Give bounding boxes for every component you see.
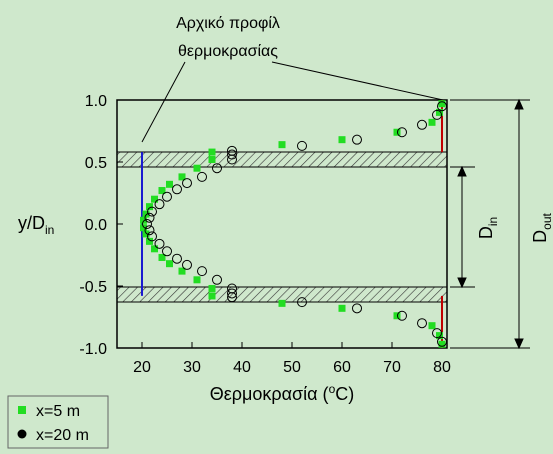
point xyxy=(178,267,186,275)
point xyxy=(417,318,427,329)
point xyxy=(227,154,237,165)
point xyxy=(151,195,158,203)
point xyxy=(227,288,237,299)
point xyxy=(182,259,192,270)
dimension-arrows xyxy=(450,98,530,350)
pipe-wall xyxy=(116,286,448,303)
point xyxy=(166,260,173,268)
point xyxy=(197,171,207,182)
point xyxy=(166,180,173,188)
point xyxy=(397,310,407,321)
point xyxy=(147,206,157,217)
y-tick-label: -1.0 xyxy=(79,341,107,358)
point xyxy=(147,231,157,242)
point xyxy=(438,100,446,108)
point xyxy=(297,140,307,151)
point xyxy=(208,284,216,292)
x-tick-label: 60 xyxy=(333,359,351,376)
legend-marker xyxy=(17,429,27,439)
point xyxy=(436,108,443,116)
point xyxy=(437,336,447,347)
point xyxy=(142,210,150,218)
point xyxy=(154,238,165,249)
x-tick-label: 20 xyxy=(133,359,151,376)
point xyxy=(208,292,216,300)
annotation-pointer xyxy=(141,61,186,143)
x-tick-label: 40 xyxy=(233,359,251,376)
point xyxy=(338,304,346,312)
point xyxy=(178,173,186,181)
annotation: θερμοκρασίας xyxy=(178,43,278,60)
x-tick-label: 30 xyxy=(183,359,201,376)
point xyxy=(432,109,442,120)
y-tick-label: -0.5 xyxy=(79,279,107,296)
point xyxy=(212,274,222,285)
point xyxy=(278,141,286,149)
point xyxy=(397,127,407,138)
point xyxy=(417,119,427,130)
point xyxy=(172,184,182,195)
x-tick-label: 80 xyxy=(433,359,451,376)
point xyxy=(428,322,436,330)
point xyxy=(432,328,442,339)
legend-label: x=20 m xyxy=(36,427,89,444)
point xyxy=(212,163,222,174)
point xyxy=(172,253,182,264)
point xyxy=(154,199,165,210)
point xyxy=(151,245,158,253)
point xyxy=(146,237,153,245)
point xyxy=(158,253,166,261)
point xyxy=(208,156,216,164)
point xyxy=(197,266,207,277)
legend-label: x=5 m xyxy=(36,403,80,420)
point xyxy=(437,101,447,112)
point xyxy=(162,246,172,257)
y-tick-label: 0.0 xyxy=(85,217,107,234)
point xyxy=(193,276,201,284)
point xyxy=(158,187,166,195)
point xyxy=(146,203,153,211)
arrowhead xyxy=(514,98,524,350)
point xyxy=(438,340,446,348)
point xyxy=(144,225,155,236)
dimension-label: Din xyxy=(476,217,500,239)
point xyxy=(140,216,147,224)
point xyxy=(436,332,443,340)
point xyxy=(352,303,362,314)
point xyxy=(140,224,147,232)
point xyxy=(142,230,150,238)
point xyxy=(278,299,286,307)
point xyxy=(182,178,192,189)
legend-marker xyxy=(18,406,26,414)
legend-box xyxy=(7,395,109,449)
y-axis-label: y/Din xyxy=(18,213,54,237)
point xyxy=(193,164,201,172)
x-tick-label: 50 xyxy=(283,359,301,376)
point xyxy=(428,118,436,126)
dimension-label: Dout xyxy=(530,212,553,242)
pipe-wall xyxy=(116,151,448,168)
point xyxy=(144,212,155,223)
point xyxy=(338,136,346,144)
x-tick-label: 70 xyxy=(383,359,401,376)
point xyxy=(352,134,362,145)
arrowhead xyxy=(457,165,467,289)
point xyxy=(162,191,172,202)
annotation: Αρχικό προφίλ xyxy=(176,15,280,32)
legend: x=5 m x=20 m xyxy=(7,395,109,449)
point xyxy=(297,297,307,308)
point xyxy=(227,149,237,160)
y-tick-label: 0.5 xyxy=(85,155,107,172)
point xyxy=(227,292,237,303)
point xyxy=(208,148,216,156)
x-axis-label: Θερμοκρασία (oC) xyxy=(210,382,355,404)
point xyxy=(142,219,152,229)
annotation-pointer xyxy=(271,61,444,101)
y-tick-label: 1.0 xyxy=(85,93,107,110)
